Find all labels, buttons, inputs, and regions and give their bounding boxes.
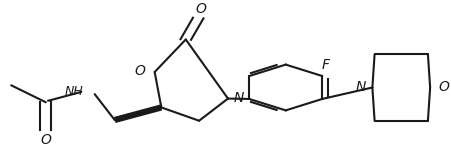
Text: O: O bbox=[40, 133, 51, 147]
Text: O: O bbox=[437, 80, 448, 94]
Text: O: O bbox=[194, 2, 205, 16]
Text: F: F bbox=[321, 58, 329, 72]
Text: N: N bbox=[354, 80, 365, 94]
Text: NH: NH bbox=[64, 85, 83, 98]
Text: N: N bbox=[233, 91, 243, 105]
Text: O: O bbox=[134, 64, 145, 78]
